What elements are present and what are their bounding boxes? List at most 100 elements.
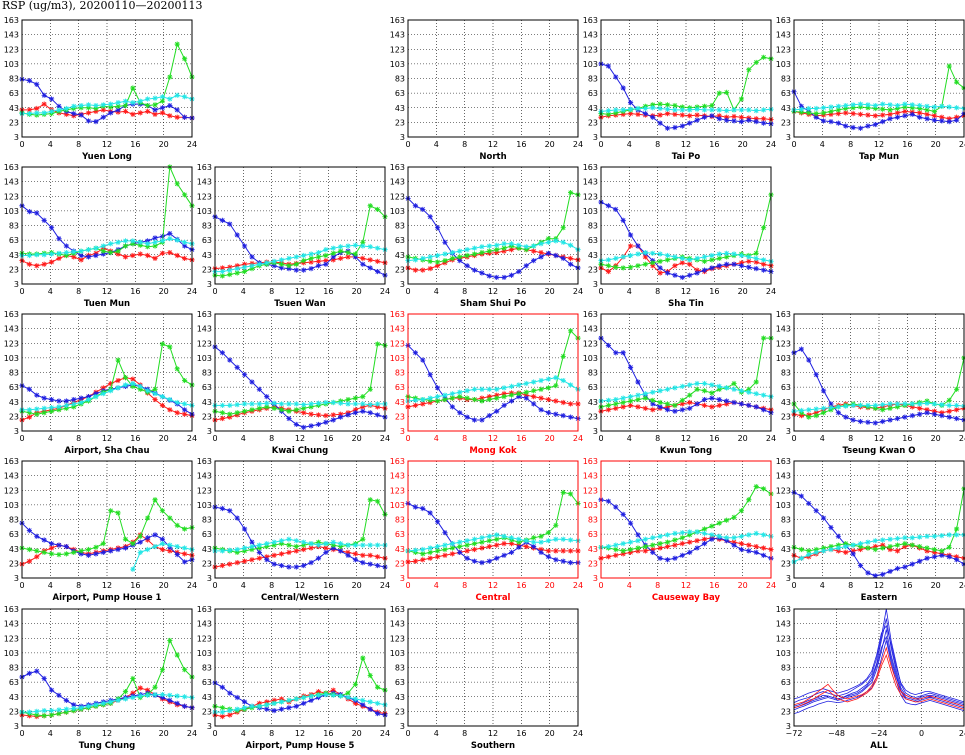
data-point-green [471,396,478,403]
series-line-cyan [22,382,193,411]
x-tick-label: 12 [295,287,305,296]
data-point-blue [902,564,908,570]
data-point-green [716,255,722,262]
y-tick-label: 23 [202,412,212,421]
y-tick-label: 163 [4,310,19,319]
data-point-green [167,74,173,80]
data-point-cyan [442,251,448,257]
data-point-red [508,541,515,547]
data-point-green [872,546,878,553]
data-point-cyan [464,247,470,253]
data-point-cyan [731,535,737,541]
data-point-green [449,545,455,551]
y-tick-label: 103 [583,60,598,69]
x-tick-label: 12 [681,287,691,296]
data-point-blue [479,270,485,276]
x-tick-label: 24 [573,729,583,738]
data-point-blue [613,504,619,510]
x-tick-label: 24 [380,434,390,443]
panel-frame [793,19,965,138]
data-point-blue [360,261,366,267]
x-tick-label: 12 [102,729,112,738]
data-point-blue [828,524,834,531]
data-point-blue [664,407,671,413]
data-point-green [620,548,626,554]
x-tick-label: 4 [627,581,632,590]
data-point-green [345,396,351,403]
y-tick-label: 23 [9,118,19,127]
panel-frame [21,166,193,285]
data-point-red [286,549,292,556]
data-point-red [716,113,722,119]
data-point-green [360,394,366,400]
data-point-cyan [753,255,759,262]
data-point-cyan [917,102,923,109]
data-point-green [174,41,180,47]
data-point-blue [182,703,188,709]
data-point-blue [249,379,255,385]
y-tick-label: 63 [9,383,19,392]
x-tick-label: 16 [709,434,719,443]
data-point-blue [345,552,351,558]
data-point-blue [872,121,878,128]
data-point-green [464,252,470,259]
x-tick-label: 12 [488,581,498,590]
x-tick-label: 16 [902,581,912,590]
data-point-blue [924,555,930,561]
x-tick-label: 16 [709,140,719,149]
data-point-green [627,546,634,553]
data-point-green [657,541,663,547]
data-point-red [613,552,619,558]
data-point-blue [100,251,106,257]
data-point-blue [115,546,121,553]
x-tick-label: 20 [159,434,169,443]
data-point-green [545,385,552,391]
data-point-red [174,252,180,259]
data-point-red [746,542,752,548]
y-tick-label: 23 [395,265,405,274]
data-point-blue [145,238,151,244]
y-tick-label: 143 [197,325,212,334]
x-tick-label: 24 [766,287,776,296]
data-point-cyan [568,537,574,543]
data-point-blue [917,411,923,417]
data-point-blue [501,552,507,558]
x-tick-label: 0 [212,729,217,738]
data-point-blue [137,539,143,545]
data-point-green [174,652,180,658]
data-point-cyan [501,533,507,539]
data-point-green [946,63,952,69]
data-point-green [219,273,225,279]
data-point-cyan [174,543,180,550]
data-point-cyan [701,380,708,387]
y-tick-label: 43 [202,251,212,260]
data-point-cyan [234,402,240,408]
data-point-green [63,551,69,557]
x-tick-label: 12 [295,581,305,590]
data-point-blue [798,346,804,352]
data-point-blue [909,413,915,419]
data-point-cyan [34,406,40,412]
data-point-green [613,401,619,407]
data-point-blue [323,419,329,425]
data-point-green [538,533,544,539]
data-point-cyan [278,538,285,544]
data-point-blue [679,274,685,281]
data-point-cyan [174,399,180,406]
data-point-cyan [553,536,559,542]
data-point-green [330,542,336,548]
x-tick-label: 24 [187,434,197,443]
data-point-red [308,545,314,551]
data-point-cyan [420,396,426,403]
station-label: Tseung Kwan O [842,446,915,456]
series-line-blue [793,629,965,711]
x-tick-label: 8 [655,287,660,296]
data-point-blue [412,504,418,510]
y-tick-label: 143 [776,325,791,334]
data-point-blue [108,548,114,554]
data-point-cyan [501,241,507,247]
x-tick-label: 24 [187,581,197,590]
data-point-blue [931,411,938,417]
